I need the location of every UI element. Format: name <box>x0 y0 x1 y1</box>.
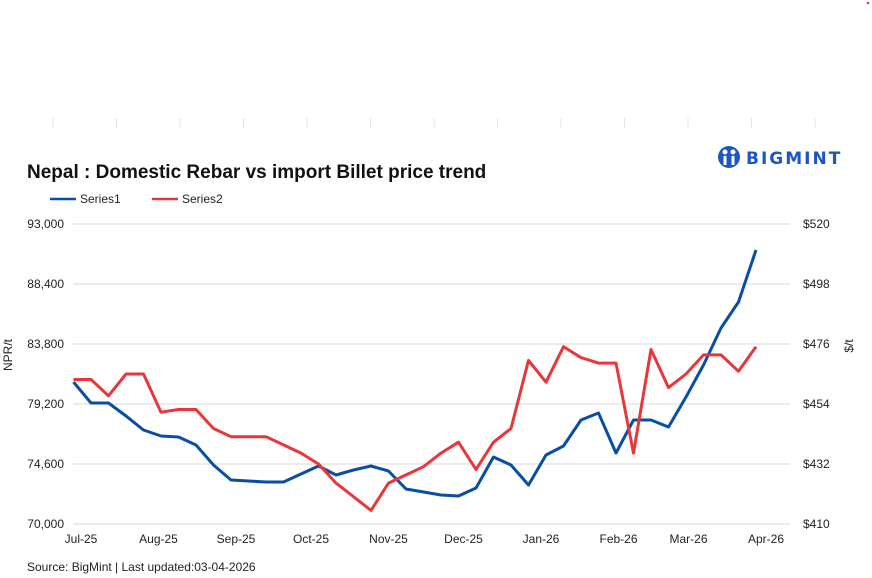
left-tick-label: 88,400 <box>27 277 64 291</box>
legend: Series1 Series2 <box>50 192 223 206</box>
left-tick-label: 74,600 <box>27 457 64 471</box>
x-tick-label: Apr-26 <box>748 532 784 546</box>
logo-icon <box>718 146 740 168</box>
right-axis-ticks: $410 $432 $454 $476 $498 $520 <box>803 217 830 531</box>
right-tick-label: $432 <box>803 457 830 471</box>
x-axis-ticks: Jul-25 Aug-25 Sep-25 Oct-25 Nov-25 Dec-25 Jan-… <box>65 532 785 546</box>
x-tick-label: Jul-25 <box>65 532 98 546</box>
gridlines <box>73 223 790 525</box>
left-axis-label: NPR/t <box>1 338 15 371</box>
logo-text: BIGMINT <box>746 149 842 169</box>
series-lines <box>72 249 758 512</box>
left-axis-ticks: 70,000 74,600 79,200 83,800 88,400 93,000 <box>27 217 64 531</box>
left-tick-label: 83,800 <box>27 337 64 351</box>
right-tick-label: $410 <box>803 517 830 531</box>
bigmint-logo: BIGMINT <box>718 146 842 169</box>
left-tick-label: 70,000 <box>27 517 64 531</box>
marker-dot <box>866 1 870 5</box>
x-tick-label: Sep-25 <box>217 532 256 546</box>
x-tick-label: Jan-26 <box>523 532 560 546</box>
legend-label-series2: Series2 <box>182 192 223 206</box>
right-tick-label: $520 <box>803 217 830 231</box>
x-tick-label: Mar-26 <box>669 532 707 546</box>
series-line-series1 <box>72 249 758 498</box>
right-axis-label: $/t <box>842 339 856 353</box>
right-tick-label: $454 <box>803 397 830 411</box>
x-tick-label: Aug-25 <box>139 532 178 546</box>
right-tick-label: $498 <box>803 277 830 291</box>
x-tick-label: Nov-25 <box>369 532 408 546</box>
chart-title: Nepal : Domestic Rebar vs import Billet … <box>27 162 486 183</box>
right-tick-label: $476 <box>803 337 830 351</box>
top-tick-marks <box>52 118 816 128</box>
legend-label-series1: Series1 <box>80 192 121 206</box>
left-tick-label: 93,000 <box>27 217 64 231</box>
x-tick-label: Feb-26 <box>599 532 637 546</box>
left-tick-label: 79,200 <box>27 397 64 411</box>
x-tick-label: Oct-25 <box>293 532 329 546</box>
x-tick-label: Dec-25 <box>444 532 483 546</box>
series-line-series2 <box>73 345 758 512</box>
source-note: Source: BigMint | Last updated:03-04-202… <box>27 560 256 574</box>
